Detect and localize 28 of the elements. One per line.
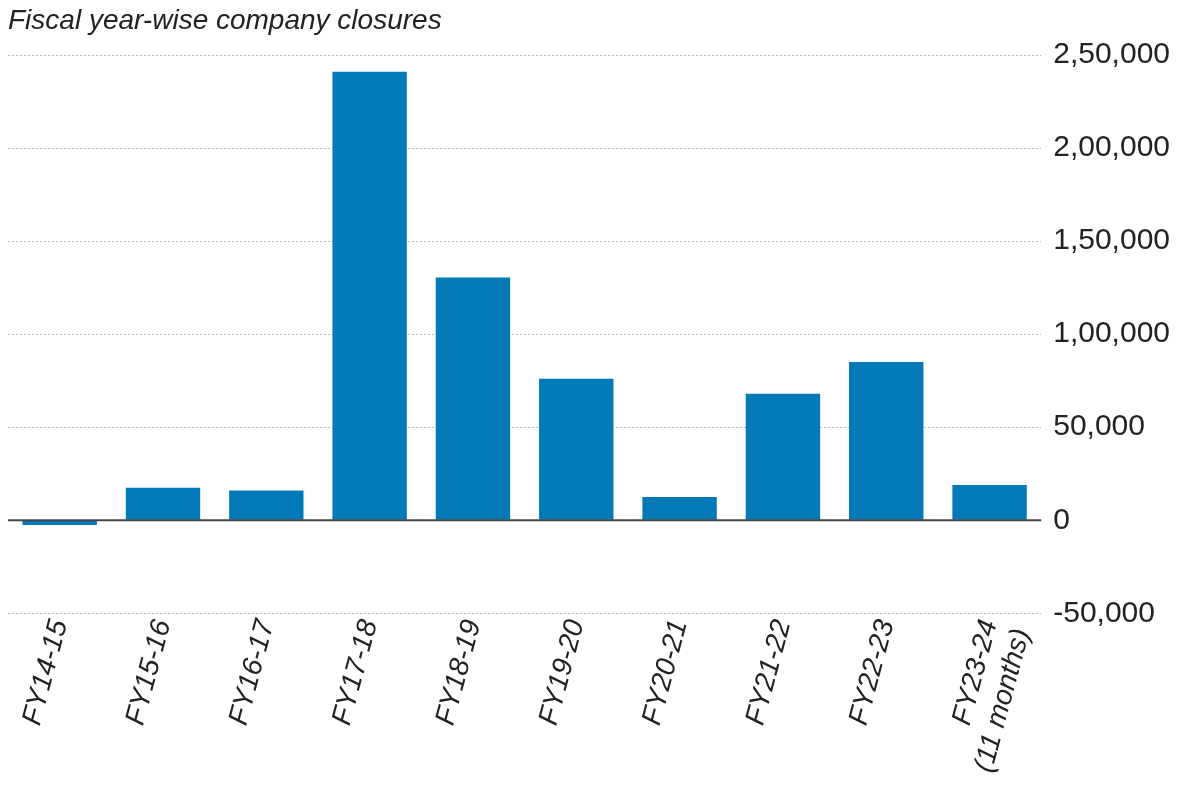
x-tick-label: FY14-15 bbox=[15, 615, 74, 728]
y-tick-label: 2,00,000 bbox=[1053, 129, 1170, 163]
bar bbox=[125, 487, 201, 520]
x-tick-label: FY18-19 bbox=[428, 616, 487, 728]
x-tick-label: FY23-24 (11 months) bbox=[945, 616, 1036, 776]
y-tick-label: 1,50,000 bbox=[1053, 222, 1170, 256]
x-tick-label: FY15-16 bbox=[118, 615, 177, 728]
chart-title: Fiscal year-wise company closures bbox=[8, 4, 442, 36]
y-tick-label: 2,50,000 bbox=[1053, 36, 1170, 70]
x-tick-label: FY16-17 bbox=[221, 614, 280, 728]
y-tick-label: 0 bbox=[1053, 501, 1070, 535]
bar bbox=[435, 277, 511, 520]
bar bbox=[332, 71, 407, 520]
x-tick-label: FY21-22 bbox=[738, 615, 797, 728]
bar bbox=[952, 484, 1027, 520]
bar bbox=[229, 490, 304, 520]
bar bbox=[22, 520, 97, 525]
y-tick-label: 1,00,000 bbox=[1053, 315, 1170, 349]
bar bbox=[642, 497, 717, 520]
bar bbox=[745, 393, 821, 520]
y-tick-label: -50,000 bbox=[1053, 594, 1155, 628]
y-tick-label: 50,000 bbox=[1053, 408, 1145, 442]
x-tick-label: FY19-20 bbox=[531, 615, 590, 728]
x-tick-label: FY20-21 bbox=[635, 616, 693, 728]
x-tick-label: FY22-23 bbox=[841, 615, 900, 728]
bar bbox=[849, 362, 924, 520]
x-tick-label: FY17-18 bbox=[325, 615, 384, 728]
bar bbox=[539, 378, 614, 520]
